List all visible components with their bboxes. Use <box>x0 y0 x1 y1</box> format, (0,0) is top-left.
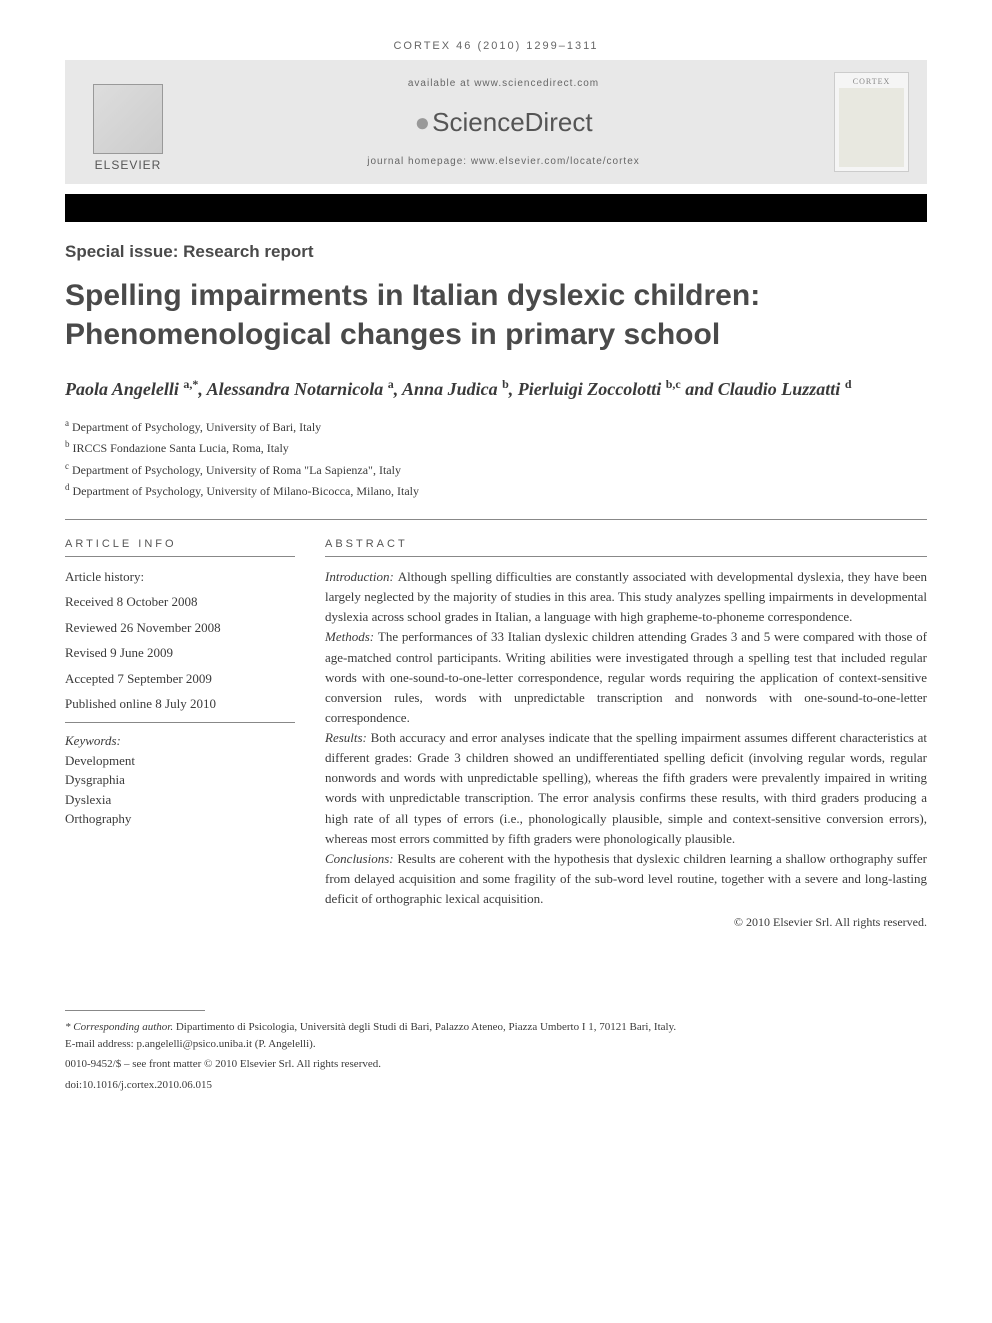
abstract-section: Results: Both accuracy and error analyse… <box>325 728 927 849</box>
header-center: available at www.sciencedirect.com ●Scie… <box>173 78 834 167</box>
abstract-section-label: Introduction: <box>325 569 398 584</box>
history-item: Revised 9 June 2009 <box>65 643 295 663</box>
abstract-section-text: Although spelling difficulties are const… <box>325 569 927 624</box>
footer-divider <box>65 1010 205 1011</box>
corresponding-email: E-mail address: p.angelelli@psico.uniba.… <box>65 1036 927 1053</box>
abstract-section: Conclusions: Results are coherent with t… <box>325 849 927 909</box>
affiliation: b IRCCS Fondazione Santa Lucia, Roma, It… <box>65 437 927 458</box>
affiliation: c Department of Psychology, University o… <box>65 459 927 480</box>
abstract-column: ABSTRACT Introduction: Although spelling… <box>325 538 927 930</box>
keyword: Development <box>65 751 295 771</box>
email-address[interactable]: p.angelelli@psico.uniba.it <box>136 1038 252 1050</box>
citation-line: CORTEX 46 (2010) 1299–1311 <box>65 40 927 52</box>
abstract-body: Introduction: Although spelling difficul… <box>325 567 927 909</box>
journal-homepage: journal homepage: www.elsevier.com/locat… <box>173 156 834 167</box>
affiliations: a Department of Psychology, University o… <box>65 416 927 501</box>
journal-cover-image <box>839 88 904 167</box>
journal-cover: CORTEX <box>834 72 909 172</box>
abstract-section-label: Results: <box>325 730 371 745</box>
abstract-section-label: Conclusions: <box>325 851 397 866</box>
journal-cover-title: CORTEX <box>853 77 891 86</box>
keyword: Dysgraphia <box>65 770 295 790</box>
history-item: Published online 8 July 2010 <box>65 694 295 714</box>
abstract-section: Methods: The performances of 33 Italian … <box>325 627 927 728</box>
availability-text: available at www.sciencedirect.com <box>173 78 834 89</box>
email-label: E-mail address: <box>65 1038 134 1050</box>
corresponding-text: Dipartimento di Psicologia, Università d… <box>176 1021 676 1033</box>
history-divider <box>65 722 295 723</box>
history-item: Accepted 7 September 2009 <box>65 669 295 689</box>
abstract-section-label: Methods: <box>325 629 378 644</box>
keyword: Orthography <box>65 809 295 829</box>
sciencedirect-text: ScienceDirect <box>432 107 592 137</box>
sciencedirect-dot-icon: ● <box>414 107 430 137</box>
corresponding-author: * Corresponding author. Dipartimento di … <box>65 1019 927 1036</box>
abstract-section: Introduction: Although spelling difficul… <box>325 567 927 627</box>
black-bar <box>65 194 927 222</box>
email-name: (P. Angelelli). <box>255 1038 316 1050</box>
abstract-section-text: Results are coherent with the hypothesis… <box>325 851 927 906</box>
keywords-label: Keywords: <box>65 733 295 749</box>
journal-header: ELSEVIER available at www.sciencedirect.… <box>65 60 927 184</box>
article-info-column: ARTICLE INFO Article history: Received 8… <box>65 538 295 930</box>
corresponding-label: * Corresponding author. <box>65 1021 173 1033</box>
history-item: Received 8 October 2008 <box>65 592 295 612</box>
doi-line: doi:10.1016/j.cortex.2010.06.015 <box>65 1077 927 1094</box>
affiliation: d Department of Psychology, University o… <box>65 480 927 501</box>
abstract-section-text: Both accuracy and error analyses indicat… <box>325 730 927 846</box>
issn-line: 0010-9452/$ – see front matter © 2010 El… <box>65 1056 927 1073</box>
article-history-label: Article history: <box>65 567 295 587</box>
authors: Paola Angelelli a,*, Alessandra Notarnic… <box>65 376 927 402</box>
article-info-heading: ARTICLE INFO <box>65 538 295 557</box>
copyright: © 2010 Elsevier Srl. All rights reserved… <box>325 915 927 930</box>
keyword: Dyslexia <box>65 790 295 810</box>
abstract-section-text: The performances of 33 Italian dyslexic … <box>325 629 927 725</box>
elsevier-tree-icon <box>93 84 163 154</box>
affiliation: a Department of Psychology, University o… <box>65 416 927 437</box>
history-item: Reviewed 26 November 2008 <box>65 618 295 638</box>
article-type: Special issue: Research report <box>65 242 927 262</box>
article-title: Spelling impairments in Italian dyslexic… <box>65 276 927 354</box>
publisher-logo: ELSEVIER <box>83 72 173 172</box>
abstract-heading: ABSTRACT <box>325 538 927 557</box>
content-row: ARTICLE INFO Article history: Received 8… <box>65 538 927 930</box>
divider <box>65 519 927 520</box>
sciencedirect-logo: ●ScienceDirect <box>173 107 834 138</box>
publisher-name: ELSEVIER <box>95 158 162 172</box>
